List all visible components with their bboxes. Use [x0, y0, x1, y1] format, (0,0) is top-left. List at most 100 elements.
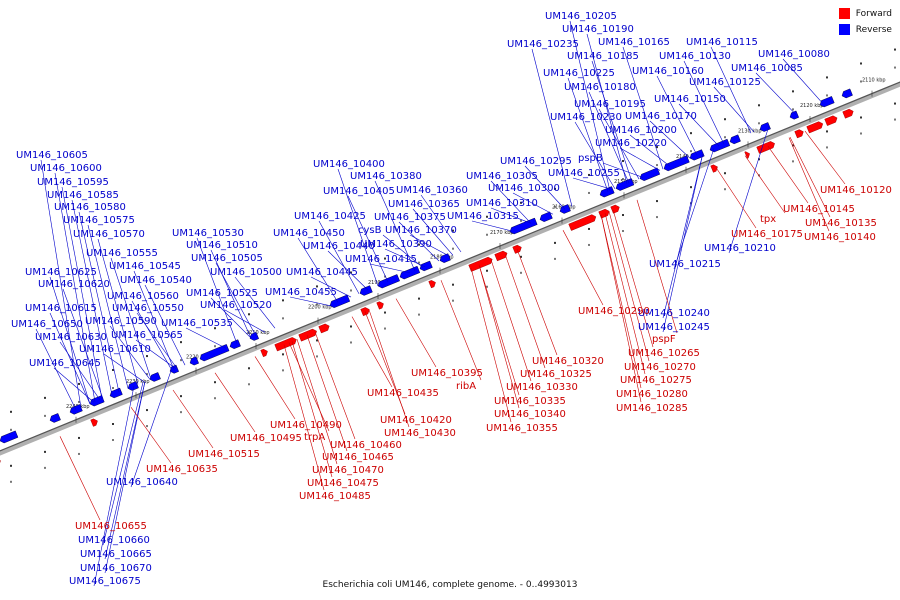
label-leader-line: [683, 60, 725, 145]
reverse-gene-label: UM146_10535: [161, 318, 233, 329]
track-dot: [758, 104, 760, 107]
forward-gene-arrow: [710, 164, 718, 173]
reverse-gene-label: UM146_10125: [689, 77, 761, 88]
forward-gene-arrow: [744, 151, 750, 159]
reverse-gene-label: UM146_10455: [265, 287, 337, 298]
track-dot: [282, 353, 284, 356]
reverse-gene-arrow: [199, 344, 230, 362]
label-leader-line: [395, 298, 437, 368]
legend-forward-label: Forward: [855, 8, 892, 19]
reverse-gene-label: UM146_10195: [574, 99, 646, 110]
kbp-tick-label: 2140 kbp: [676, 154, 700, 160]
reverse-gene-label: UM146_10210: [704, 243, 776, 254]
track-dot: [112, 387, 114, 390]
label-leader-line: [586, 33, 628, 185]
label-leader-line: [789, 137, 831, 218]
label-leader-line: [600, 214, 642, 403]
forward-gene-label: UM146_10490: [270, 420, 342, 431]
reverse-gene-label: UM146_10085: [731, 63, 803, 74]
reverse-gene-label: UM146_10375: [374, 212, 446, 223]
track-dot: [350, 289, 352, 292]
track-dot: [248, 313, 250, 316]
label-leader-line: [382, 234, 424, 268]
reverse-gene-label: UM146_10610: [79, 344, 151, 355]
reverse-gene-arrow: [89, 395, 105, 407]
reverse-gene-label: UM146_10505: [191, 253, 263, 264]
track-dot: [486, 233, 488, 236]
reverse-gene-label: UM146_10675: [69, 576, 141, 587]
reverse-gene-arrow: [229, 339, 241, 349]
forward-gene-arrow: [298, 328, 317, 342]
reverse-gene-label: UM146_10550: [112, 303, 184, 314]
track-dot: [520, 271, 522, 274]
track-dot: [826, 146, 828, 149]
reverse-gene-label: UM146_10630: [35, 332, 107, 343]
forward-gene-label: UM146_10435: [367, 388, 439, 399]
forward-gene-label: UM146_10355: [486, 423, 558, 434]
reverse-gene-arrow: [189, 356, 199, 366]
label-leader-line: [210, 297, 252, 339]
reverse-gene-label: UM146_10640: [106, 477, 178, 488]
forward-gene-arrow: [610, 204, 620, 214]
reverse-gene-label: UM146_10405: [323, 186, 395, 197]
forward-gene-label: trpA: [304, 432, 325, 443]
track-dot: [248, 331, 250, 334]
label-leader-line: [368, 309, 410, 428]
reverse-gene-label: UM146_10665: [80, 549, 152, 560]
reverse-gene-label: UM146_10190: [562, 24, 634, 35]
track-dot: [792, 90, 794, 93]
track-dot: [418, 313, 420, 316]
label-leader-line: [318, 220, 360, 294]
label-leader-line: [574, 121, 616, 190]
forward-gene-label: UM146_10340: [494, 409, 566, 420]
forward-gene-arrow: [260, 348, 268, 358]
track-dot: [792, 108, 794, 111]
track-dot: [248, 367, 250, 370]
label-leader-line: [636, 199, 678, 334]
reverse-gene-label: UM146_10590: [85, 316, 157, 327]
label-leader-line: [87, 224, 129, 389]
label-leader-line: [478, 264, 520, 396]
reverse-gene-label: UM146_10200: [605, 125, 677, 136]
track-dot: [656, 216, 658, 219]
reverse-gene-label: UM146_10645: [29, 358, 101, 369]
track-dot: [588, 191, 590, 194]
label-leader-line: [440, 280, 482, 381]
reverse-gene-label: UM146_10585: [47, 190, 119, 201]
track-dot: [282, 369, 284, 372]
label-leader-line: [471, 220, 513, 232]
dotted-track-lines: [10, 48, 896, 483]
reverse-gene-label: UM146_10570: [73, 229, 145, 240]
track-dot: [146, 409, 148, 412]
forward-gene-label: UM146_10120: [820, 185, 892, 196]
label-leader-line: [516, 248, 558, 356]
label-leader-line: [133, 270, 175, 370]
forward-gene-label: tpx: [760, 214, 776, 225]
track-dot: [452, 229, 454, 232]
reverse-gene-arrow: [249, 331, 259, 341]
label-leader-line: [289, 296, 331, 306]
track-dot: [894, 66, 896, 69]
track-dot: [758, 158, 760, 161]
forward-gene-label: UM146_10335: [494, 396, 566, 407]
label-leader-line: [608, 211, 650, 362]
legend-forward: Forward: [838, 8, 892, 19]
label-leader-line: [314, 331, 356, 440]
track-dot: [78, 382, 80, 385]
track-dot: [554, 205, 556, 208]
forward-gene-label: UM146_10515: [188, 449, 260, 460]
reverse-gene-arrow: [169, 364, 179, 374]
reverse-gene-arrow: [49, 413, 61, 423]
label-leader-line: [619, 147, 661, 171]
label-leader-line: [210, 249, 252, 339]
reverse-gene-label: UM146_10445: [286, 267, 358, 278]
forward-gene-label: UM146_10420: [380, 415, 452, 426]
label-leader-line: [767, 146, 809, 204]
track-dot: [724, 188, 726, 191]
label-leader-line: [254, 356, 296, 420]
track-dot: [656, 164, 658, 167]
track-dot: [690, 132, 692, 135]
label-leader-line: [478, 264, 520, 409]
track-dot: [724, 136, 726, 139]
kbp-tick-label: 2120 kbp: [800, 103, 824, 109]
